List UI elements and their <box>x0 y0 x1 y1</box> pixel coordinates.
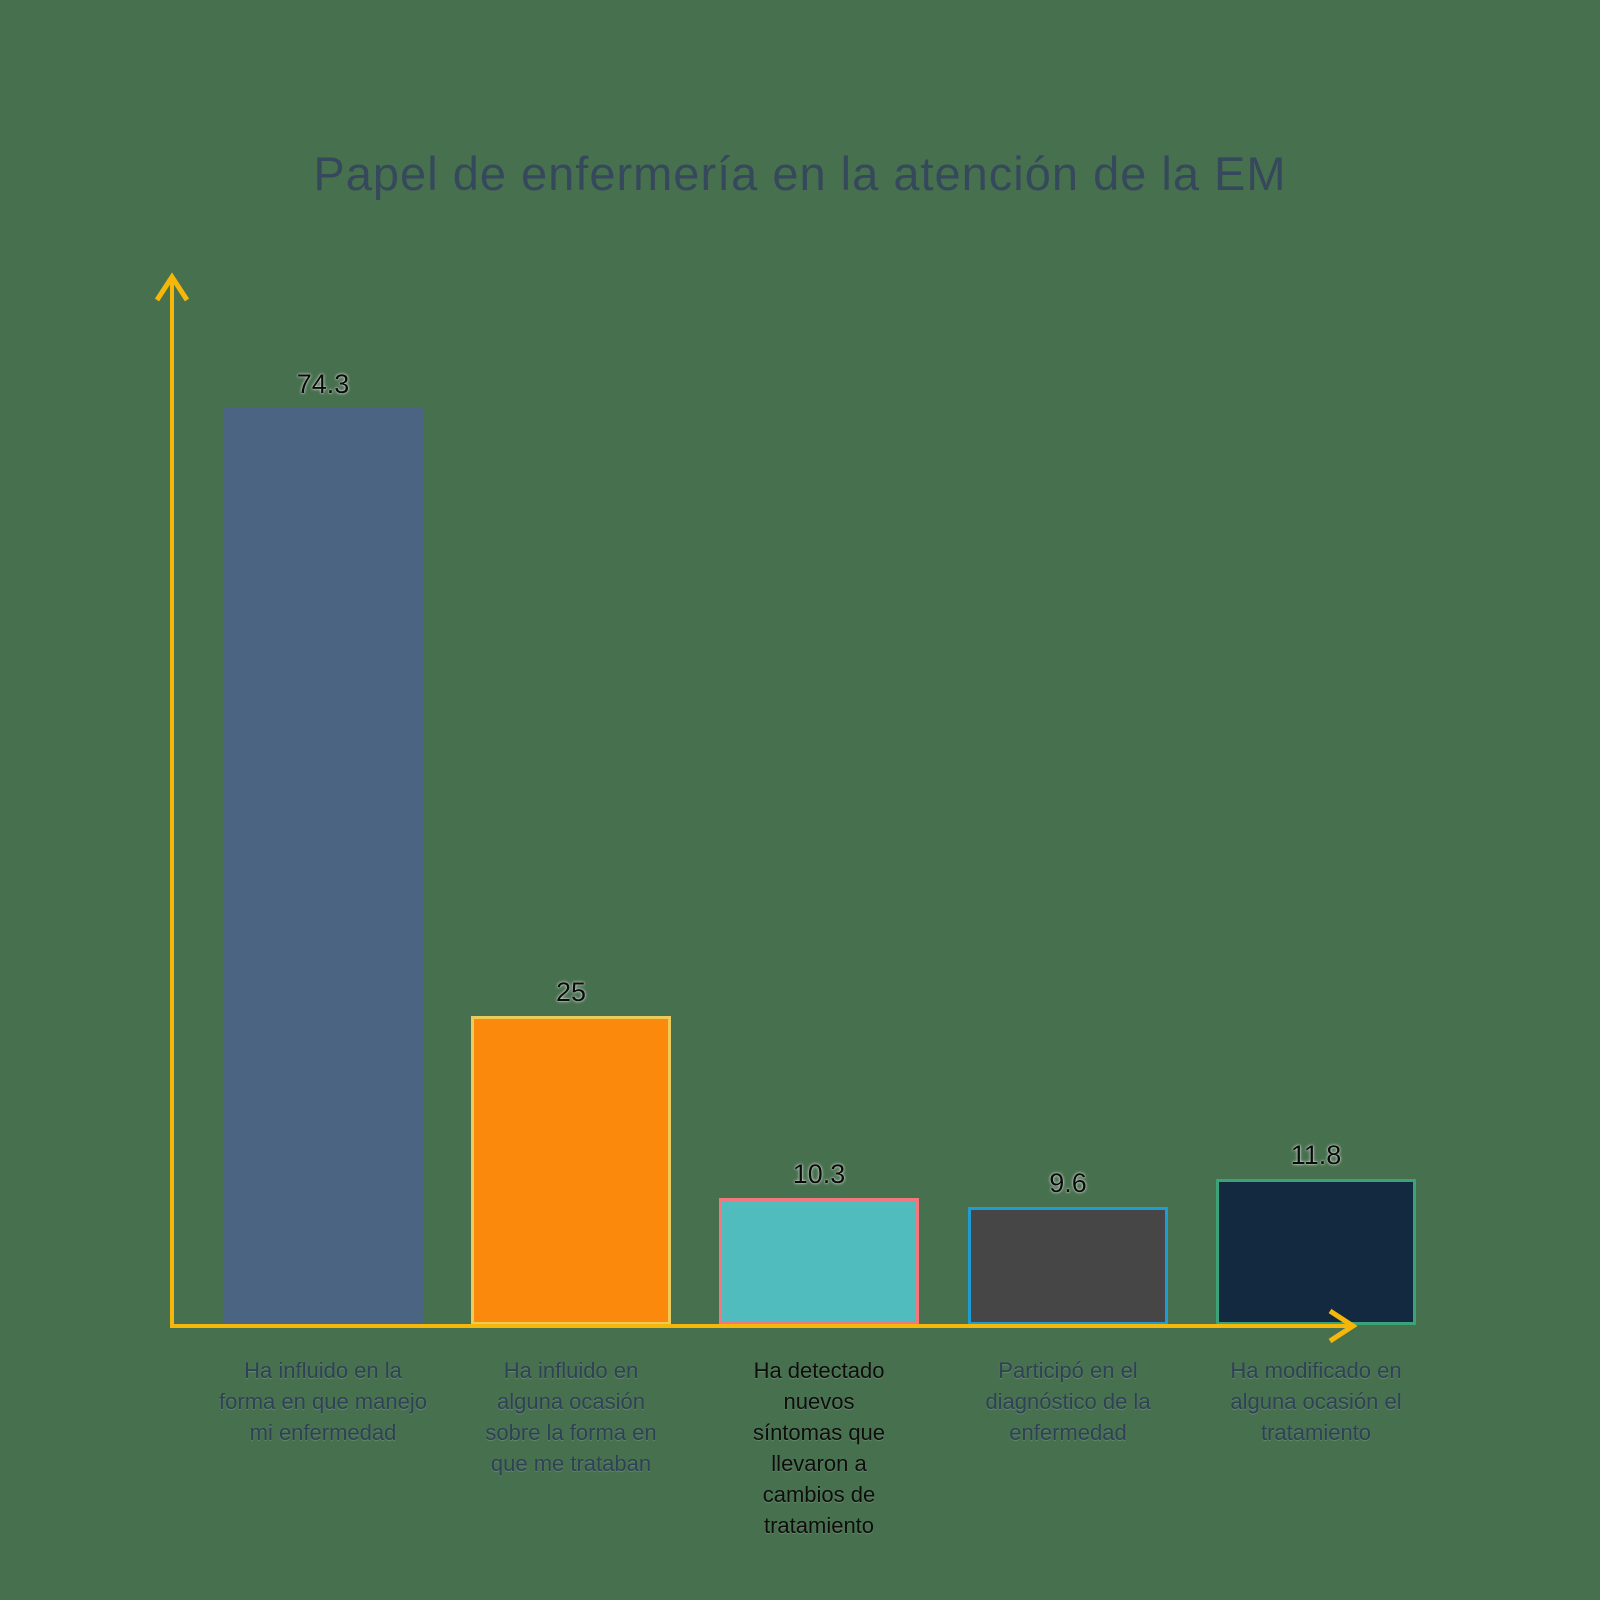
bar <box>968 1207 1168 1325</box>
x-tick-label: Participó en el diagnóstico de la enferm… <box>985 1358 1151 1445</box>
bar-value-label: 74.3 <box>296 369 350 399</box>
x-tick-label: Ha detectado nuevos síntomas que llevaro… <box>752 1358 886 1538</box>
x-tick-label: Ha influido en alguna ocasión sobre la f… <box>485 1358 657 1476</box>
y-axis-arrow-icon <box>154 272 190 302</box>
chart-title: Papel de enfermería en la atención de la… <box>313 147 1287 200</box>
x-axis-arrow-icon <box>1328 1308 1358 1344</box>
bar-value-label: 9.6 <box>1049 1168 1087 1198</box>
bar <box>223 408 423 1325</box>
bar <box>1216 1179 1416 1325</box>
bar-value-label: 25 <box>555 977 587 1007</box>
bar-value-label: 11.8 <box>1290 1140 1342 1170</box>
x-tick-label: Ha influido en la forma en que manejo mi… <box>219 1358 427 1445</box>
bar <box>471 1016 671 1325</box>
bar-value-label: 10.3 <box>792 1159 846 1189</box>
x-tick-label: Ha modificado en alguna ocasión el trata… <box>1230 1358 1402 1445</box>
bar <box>719 1198 919 1325</box>
